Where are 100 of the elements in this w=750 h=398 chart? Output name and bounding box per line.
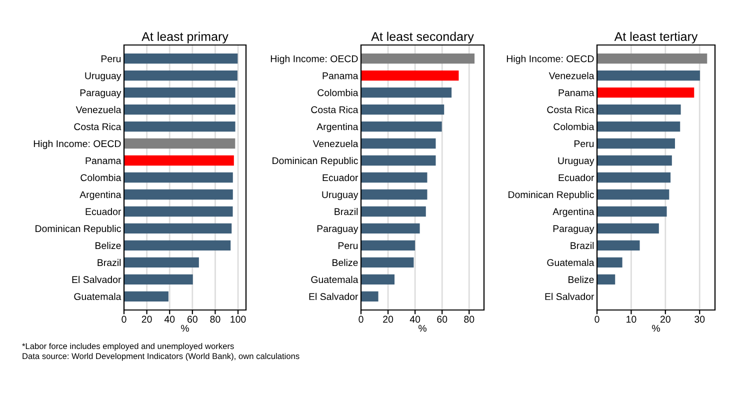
bar: [597, 104, 681, 115]
y-tick-label: Colombia: [318, 89, 358, 96]
x-tick-label: 20: [660, 316, 670, 323]
x-tick-label: 80: [464, 316, 474, 323]
bar: [124, 291, 168, 302]
y-tick-label: Peru: [101, 55, 121, 62]
y-tick-label: Ecuador: [86, 208, 122, 216]
x-tick-label: 100: [230, 316, 246, 323]
bar: [361, 257, 414, 268]
x-tick-label: 0: [122, 316, 126, 323]
y-tick-label: Peru: [338, 242, 358, 250]
x-axis-title: %: [181, 324, 189, 332]
bar: [597, 70, 700, 81]
bar: [361, 189, 428, 200]
y-tick-label: Ecuador: [322, 174, 358, 182]
y-tick-label: Ecuador: [558, 174, 594, 182]
bar: [361, 223, 420, 234]
y-tick-label: Belize: [96, 242, 121, 250]
y-tick-label: Brazil: [570, 242, 594, 250]
bar: [361, 70, 459, 81]
bar: [597, 155, 672, 166]
y-tick-label: Argentina: [80, 190, 122, 200]
y-tick-label: Belize: [332, 258, 358, 266]
y-tick-label: High Income: OECD: [270, 55, 358, 64]
x-axis-title: %: [652, 324, 660, 332]
bar: [361, 104, 444, 115]
y-tick-label: Costa Rica: [74, 123, 122, 130]
y-tick-label: Panama: [86, 157, 122, 164]
bar: [597, 87, 694, 98]
bar: [124, 172, 233, 183]
y-tick-label: High Income: OECD: [34, 140, 121, 150]
chart-title: At least primary: [142, 32, 228, 44]
bar: [597, 121, 680, 132]
y-tick-label: El Salvador: [309, 292, 358, 300]
bar: [597, 138, 675, 149]
y-tick-label: Venezuela: [76, 106, 122, 114]
y-tick-label: Dominican Republic: [272, 156, 358, 166]
y-tick-label: Venezuela: [548, 72, 594, 80]
y-tick-label: Peru: [574, 140, 594, 148]
bar: [361, 155, 436, 166]
bar: [124, 70, 238, 81]
y-tick-label: Colombia: [80, 174, 122, 182]
y-tick-label: El Salvador: [72, 276, 122, 284]
y-tick-label: Panama: [322, 72, 358, 80]
bar: [597, 257, 622, 268]
x-tick-label: 10: [626, 316, 636, 323]
bar: [124, 155, 234, 166]
y-tick-label: Colombia: [554, 123, 594, 130]
y-tick-label: Costa Rica: [547, 106, 594, 114]
bar: [124, 121, 236, 132]
bar: [361, 53, 475, 64]
x-tick-label: 40: [410, 316, 420, 323]
bar: [597, 189, 670, 200]
bar: [124, 53, 238, 64]
bar: [361, 172, 428, 183]
x-tick-label: 0: [594, 316, 600, 323]
y-tick-label: Paraguay: [317, 225, 358, 234]
bar: [361, 206, 426, 217]
bar: [597, 274, 616, 285]
bar: [597, 206, 667, 217]
x-tick-label: 0: [358, 316, 364, 323]
x-tick-label: 30: [694, 316, 705, 323]
y-tick-label: Guatemala: [74, 292, 122, 300]
y-tick-label: Dominican Republic: [36, 224, 121, 234]
y-tick-label: Argentina: [316, 123, 358, 132]
chart-title: At least tertiary: [614, 32, 698, 44]
bar: [361, 87, 452, 98]
x-tick-label: 80: [210, 316, 220, 323]
bar: [124, 274, 193, 285]
y-tick-label: Brazil: [98, 258, 121, 266]
y-tick-label: Argentina: [552, 208, 594, 218]
y-tick-label: Uruguay: [85, 72, 122, 82]
y-tick-label: Guatemala: [311, 276, 358, 284]
y-tick-label: Panama: [558, 89, 594, 96]
bar: [124, 104, 236, 115]
bar: [597, 53, 708, 64]
y-tick-label: Paraguay: [553, 225, 594, 234]
bar: [597, 172, 671, 183]
bar: [124, 223, 232, 234]
bar: [597, 240, 640, 251]
x-tick-label: 20: [142, 316, 152, 323]
bar: [124, 87, 236, 98]
y-tick-label: Uruguay: [322, 191, 358, 200]
x-tick-label: 60: [437, 316, 448, 323]
bar: [597, 223, 659, 234]
bar: [361, 274, 395, 285]
y-tick-label: El Salvador: [545, 292, 594, 300]
y-tick-label: High Income: OECD: [506, 55, 594, 64]
text: *Labor force includes employed and unemployed workers: [22, 342, 234, 351]
x-tick-label: 60: [188, 316, 198, 323]
y-tick-label: Belize: [568, 276, 594, 284]
x-tick-label: 40: [164, 316, 175, 323]
bar: [361, 291, 378, 302]
bar: [124, 138, 236, 149]
y-tick-label: Venezuela: [312, 140, 358, 148]
bar: [124, 206, 233, 217]
y-tick-label: Costa Rica: [311, 106, 358, 114]
chart-title: At least secondary: [371, 32, 474, 44]
y-tick-label: Guatemala: [547, 258, 594, 266]
x-tick-label: 20: [383, 316, 394, 323]
